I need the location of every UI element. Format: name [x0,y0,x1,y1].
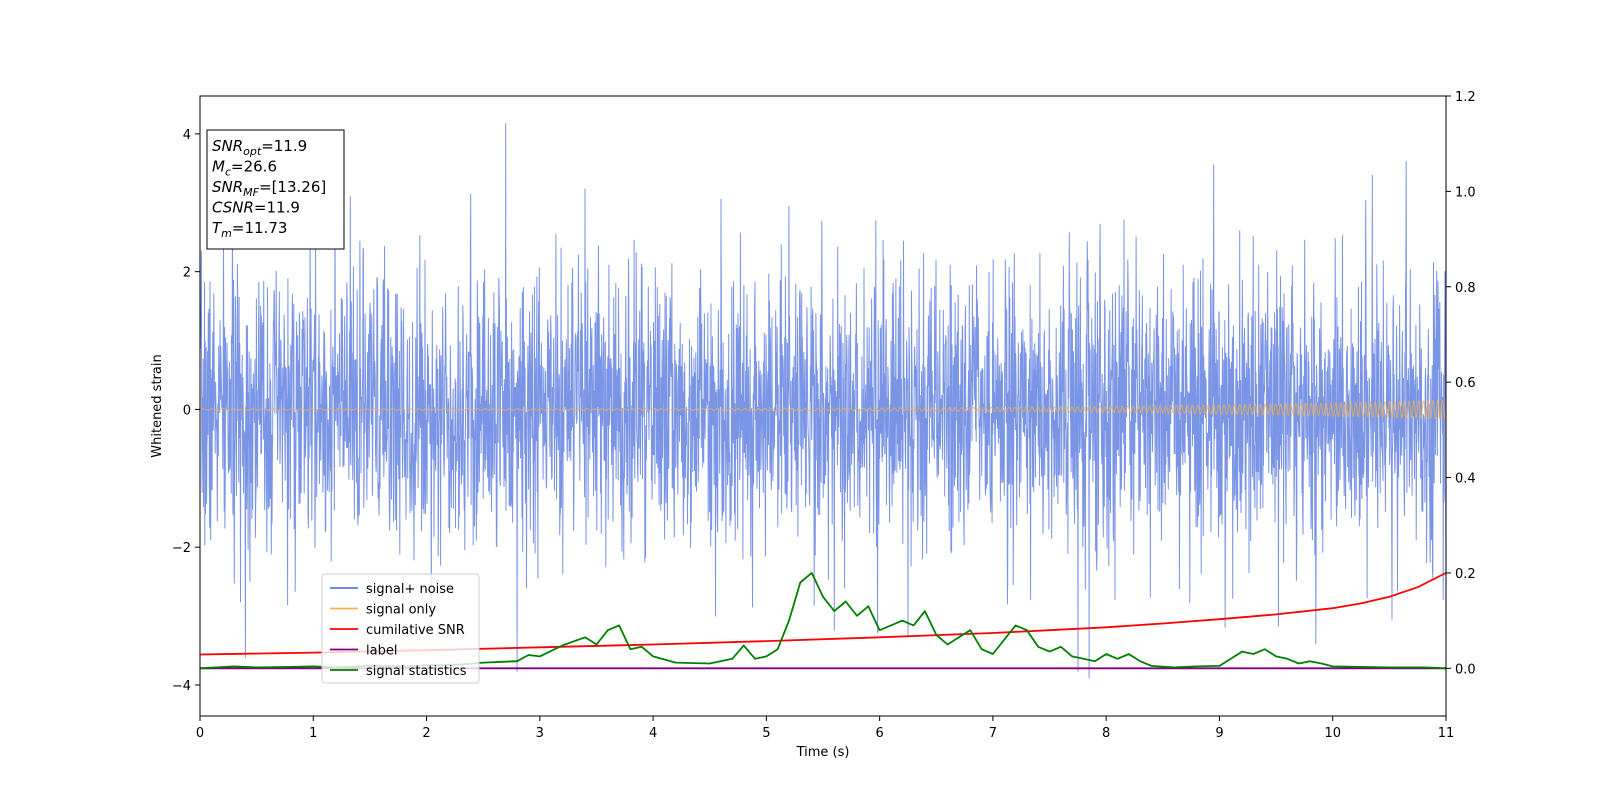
plot-frame [199,95,1447,717]
legend: signal+ noise signal only cumilative SNR la… [321,573,480,684]
y-axis-label: Whitened strain [150,354,165,457]
x-tick-label: 3 [536,726,544,741]
x-tick-label: 9 [1215,726,1223,741]
y2-tick-label: 0.0 [1455,662,1476,677]
y-tick-label: 0 [183,403,191,418]
annotation-value: =11.9 [254,199,300,217]
annotation-subscript: MF [243,186,259,199]
x-tick-label: 8 [1102,726,1110,741]
annotation-value: =26.6 [231,158,277,176]
legend-label: signal only [366,603,436,618]
annotation-symbol: T [212,219,223,237]
annotation-symbol: M [212,158,225,176]
y2-tick-label: 1.0 [1455,185,1476,200]
y2-tick-label: 0.2 [1455,567,1476,582]
series-line-signal-only [200,399,1446,420]
annotation-line: SNRopt=11.9 [212,137,307,158]
legend-item: label [330,644,397,659]
legend-frame [321,573,480,684]
y2-tick-label: 0.6 [1455,376,1476,391]
series-line-signal-noise [200,123,1446,679]
legend-label: label [366,644,397,659]
x-tick-label: 1 [309,726,317,741]
x-axis-label: Time (s) [796,745,850,760]
y2-tick-label: 0.4 [1455,472,1476,487]
y-tick-label: −2 [172,541,191,556]
x-tick-label: 11 [1438,726,1455,741]
annotation-line: CSNR=11.9 [212,199,300,217]
x-tick-label: 10 [1324,726,1341,741]
annotation-line: Mc=26.6 [212,158,277,179]
x-tick-label: 2 [422,726,430,741]
y-axis-left: −4 −2 0 2 4 [172,128,200,694]
y-axis-right: 0.0 0.2 0.4 0.6 0.8 1.0 1.2 [1446,90,1476,677]
annotation-symbol: SNR [212,137,243,155]
annotation-subscript: c [225,166,231,179]
y-tick-label: 4 [183,128,191,143]
annotation-symbol: CSNR [212,199,254,217]
x-tick-label: 7 [989,726,997,741]
legend-item: cumilative SNR [330,623,465,638]
annotation-line: SNRMF=[13.26] [212,178,326,199]
annotation-subscript: opt [243,145,262,158]
x-tick-label: 4 [649,726,657,741]
legend-items: signal+ noise signal only cumilative SNR la… [330,582,467,679]
annotation-line: Tm=11.73 [212,219,287,240]
annotation-frame [206,129,345,250]
legend-label: signal statistics [366,664,467,679]
x-tick-label: 6 [875,726,883,741]
legend-item: signal only [330,603,436,618]
y2-tick-label: 1.2 [1455,90,1476,105]
annotation-value: =11.9 [261,137,307,155]
y-tick-label: −4 [172,679,191,694]
legend-label: signal+ noise [366,582,454,597]
annotation-lines: SNRopt=11.9Mc=26.6SNRMF=[13.26]CSNR=11.9… [212,137,326,240]
legend-item: signal+ noise [330,582,454,597]
y-tick-label: 2 [183,266,191,281]
annotation-subscript: m [221,227,232,240]
x-tick-label: 5 [762,726,770,741]
annotation-box: SNRopt=11.9Mc=26.6SNRMF=[13.26]CSNR=11.9… [206,129,345,250]
series-line-signal-statistics [200,572,1446,670]
y2-tick-label: 0.8 [1455,281,1476,296]
legend-item: signal statistics [330,664,467,679]
series-line-cumilative-snr [200,572,1446,656]
x-axis: 0 1 2 3 4 5 6 7 8 9 10 11 [196,716,1454,741]
x-tick-label: 0 [196,726,204,741]
legend-label: cumilative SNR [366,623,465,638]
annotation-value: =11.73 [232,219,288,237]
annotation-symbol: SNR [212,178,243,196]
annotation-value: =[13.26] [259,178,326,196]
